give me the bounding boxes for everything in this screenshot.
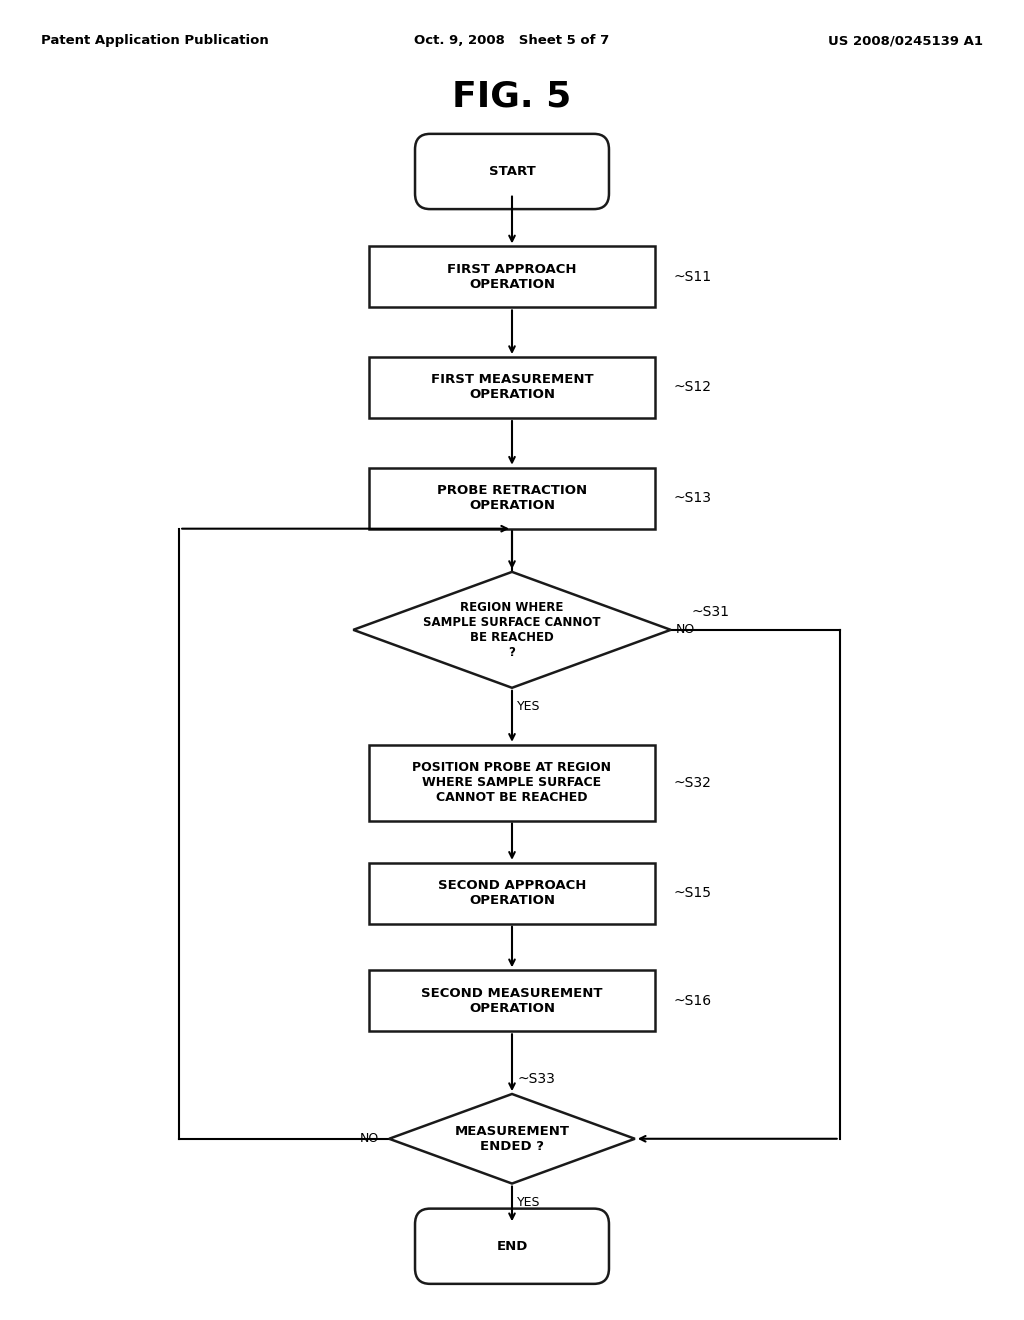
Text: FIG. 5: FIG. 5 [453,79,571,114]
Text: ~S32: ~S32 [674,776,712,789]
Text: NO: NO [676,623,695,636]
Text: Patent Application Publication: Patent Application Publication [41,34,268,48]
Text: POSITION PROBE AT REGION
WHERE SAMPLE SURFACE
CANNOT BE REACHED: POSITION PROBE AT REGION WHERE SAMPLE SU… [413,762,611,804]
Text: END: END [497,1239,527,1253]
Bar [369,970,655,1031]
Text: SECOND MEASUREMENT
OPERATION: SECOND MEASUREMENT OPERATION [421,987,603,1015]
Text: ~S13: ~S13 [674,491,712,506]
Text: ~S33: ~S33 [517,1072,555,1085]
Text: YES: YES [517,1196,541,1209]
Text: MEASUREMENT
ENDED ?: MEASUREMENT ENDED ? [455,1125,569,1152]
Polygon shape [389,1094,635,1184]
Text: FIRST MEASUREMENT
OPERATION: FIRST MEASUREMENT OPERATION [431,374,593,401]
FancyBboxPatch shape [415,1209,609,1284]
Text: US 2008/0245139 A1: US 2008/0245139 A1 [828,34,983,48]
Bar [369,863,655,924]
Text: PROBE RETRACTION
OPERATION: PROBE RETRACTION OPERATION [437,484,587,512]
Text: NO: NO [359,1133,379,1146]
Text: YES: YES [517,701,541,713]
Text: ~S16: ~S16 [674,994,712,1007]
Text: ~S15: ~S15 [674,886,712,900]
Text: ~S31: ~S31 [691,606,729,619]
Text: ~S11: ~S11 [674,269,712,284]
Bar [369,744,655,821]
Text: FIRST APPROACH
OPERATION: FIRST APPROACH OPERATION [447,263,577,290]
Text: ~S12: ~S12 [674,380,712,395]
Text: REGION WHERE
SAMPLE SURFACE CANNOT
BE REACHED
?: REGION WHERE SAMPLE SURFACE CANNOT BE RE… [423,601,601,659]
Text: SECOND APPROACH
OPERATION: SECOND APPROACH OPERATION [438,879,586,907]
Polygon shape [353,572,671,688]
Bar [369,467,655,529]
Bar [369,356,655,418]
Text: START: START [488,165,536,178]
FancyBboxPatch shape [415,133,609,209]
Bar [369,247,655,308]
Text: Oct. 9, 2008   Sheet 5 of 7: Oct. 9, 2008 Sheet 5 of 7 [415,34,609,48]
